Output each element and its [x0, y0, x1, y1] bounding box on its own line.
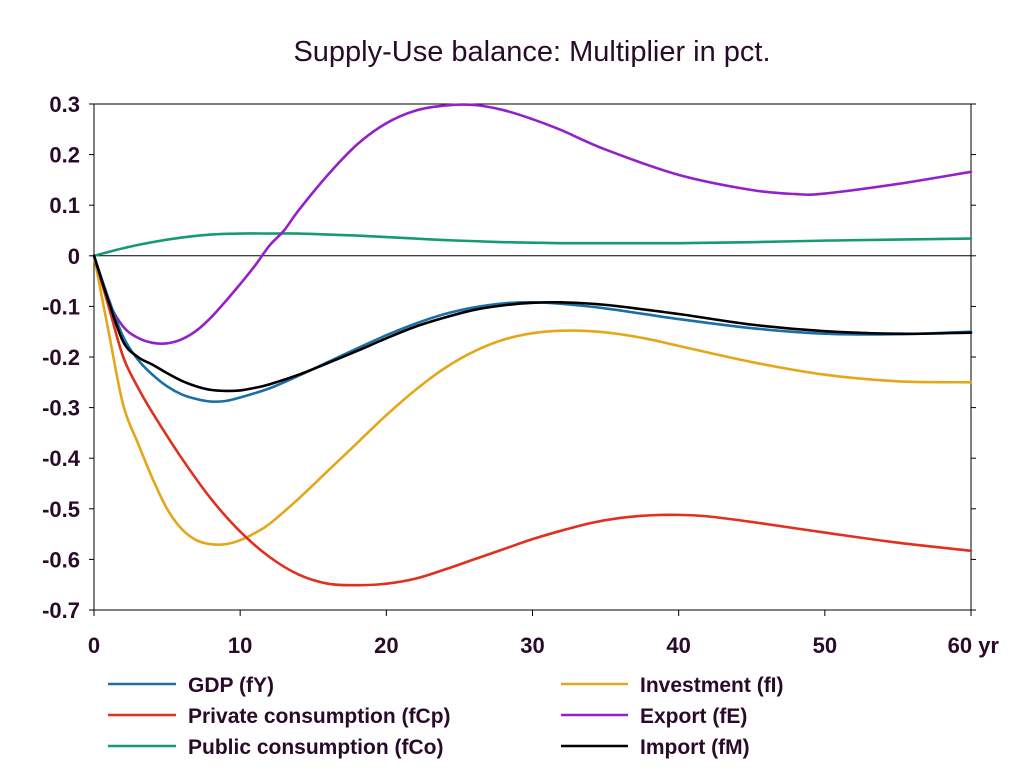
x-tick-label: 30 — [520, 633, 544, 658]
series-line-import-fm — [92, 254, 973, 393]
series-lines — [92, 103, 973, 587]
series-line-public-consumption-fco — [92, 232, 973, 258]
y-tick-label: -0.7 — [42, 598, 80, 623]
x-tick-label: 40 — [666, 633, 690, 658]
legend-label-public-consumption-fco: Public consumption (fCo) — [188, 736, 443, 759]
y-tick-label: -0.6 — [42, 547, 80, 572]
y-tick-label: -0.1 — [42, 294, 80, 319]
y-tick-label: -0.3 — [42, 396, 80, 421]
legend-label-private-consumption-fcp: Private consumption (fCp) — [188, 705, 451, 728]
x-tick-label: 0 — [88, 633, 100, 658]
legend: GDP (fY) Private consumption (fCp) Public … — [108, 674, 784, 759]
series-line-investment-fi — [92, 254, 973, 547]
x-tick-label: 50 — [813, 633, 837, 658]
series-line-gdp-fy — [92, 254, 973, 403]
y-tick-label: 0.3 — [49, 92, 80, 117]
chart-title: Supply-Use balance: Multiplier in pct. — [293, 36, 770, 68]
y-tick-label: -0.2 — [42, 345, 80, 370]
series-line-private-consumption-fcp — [92, 254, 973, 587]
x-tick-label: 10 — [228, 633, 252, 658]
axis-ticks: 0.3 0.2 0.1 0 -0.1 -0.2 -0.3 -0.4 -0.5 -0.6 -0.7 0 1… — [42, 92, 999, 658]
y-tick-label: 0.2 — [49, 143, 80, 168]
y-tick-label: 0 — [68, 244, 80, 269]
x-tick-label: 20 — [374, 633, 398, 658]
series-line-export-fe — [92, 103, 973, 345]
y-tick-label: 0.1 — [49, 193, 80, 218]
y-tick-label: -0.5 — [42, 497, 80, 522]
legend-label-gdp-fy: GDP (fY) — [188, 674, 274, 697]
legend-label-investment-fi: Investment (fI) — [640, 674, 784, 697]
legend-label-export-fe: Export (fE) — [640, 705, 747, 728]
y-tick-label: -0.4 — [42, 446, 81, 471]
legend-label-import-fm: Import (fM) — [640, 736, 750, 759]
x-tick-label: 60 yr — [948, 633, 1000, 658]
